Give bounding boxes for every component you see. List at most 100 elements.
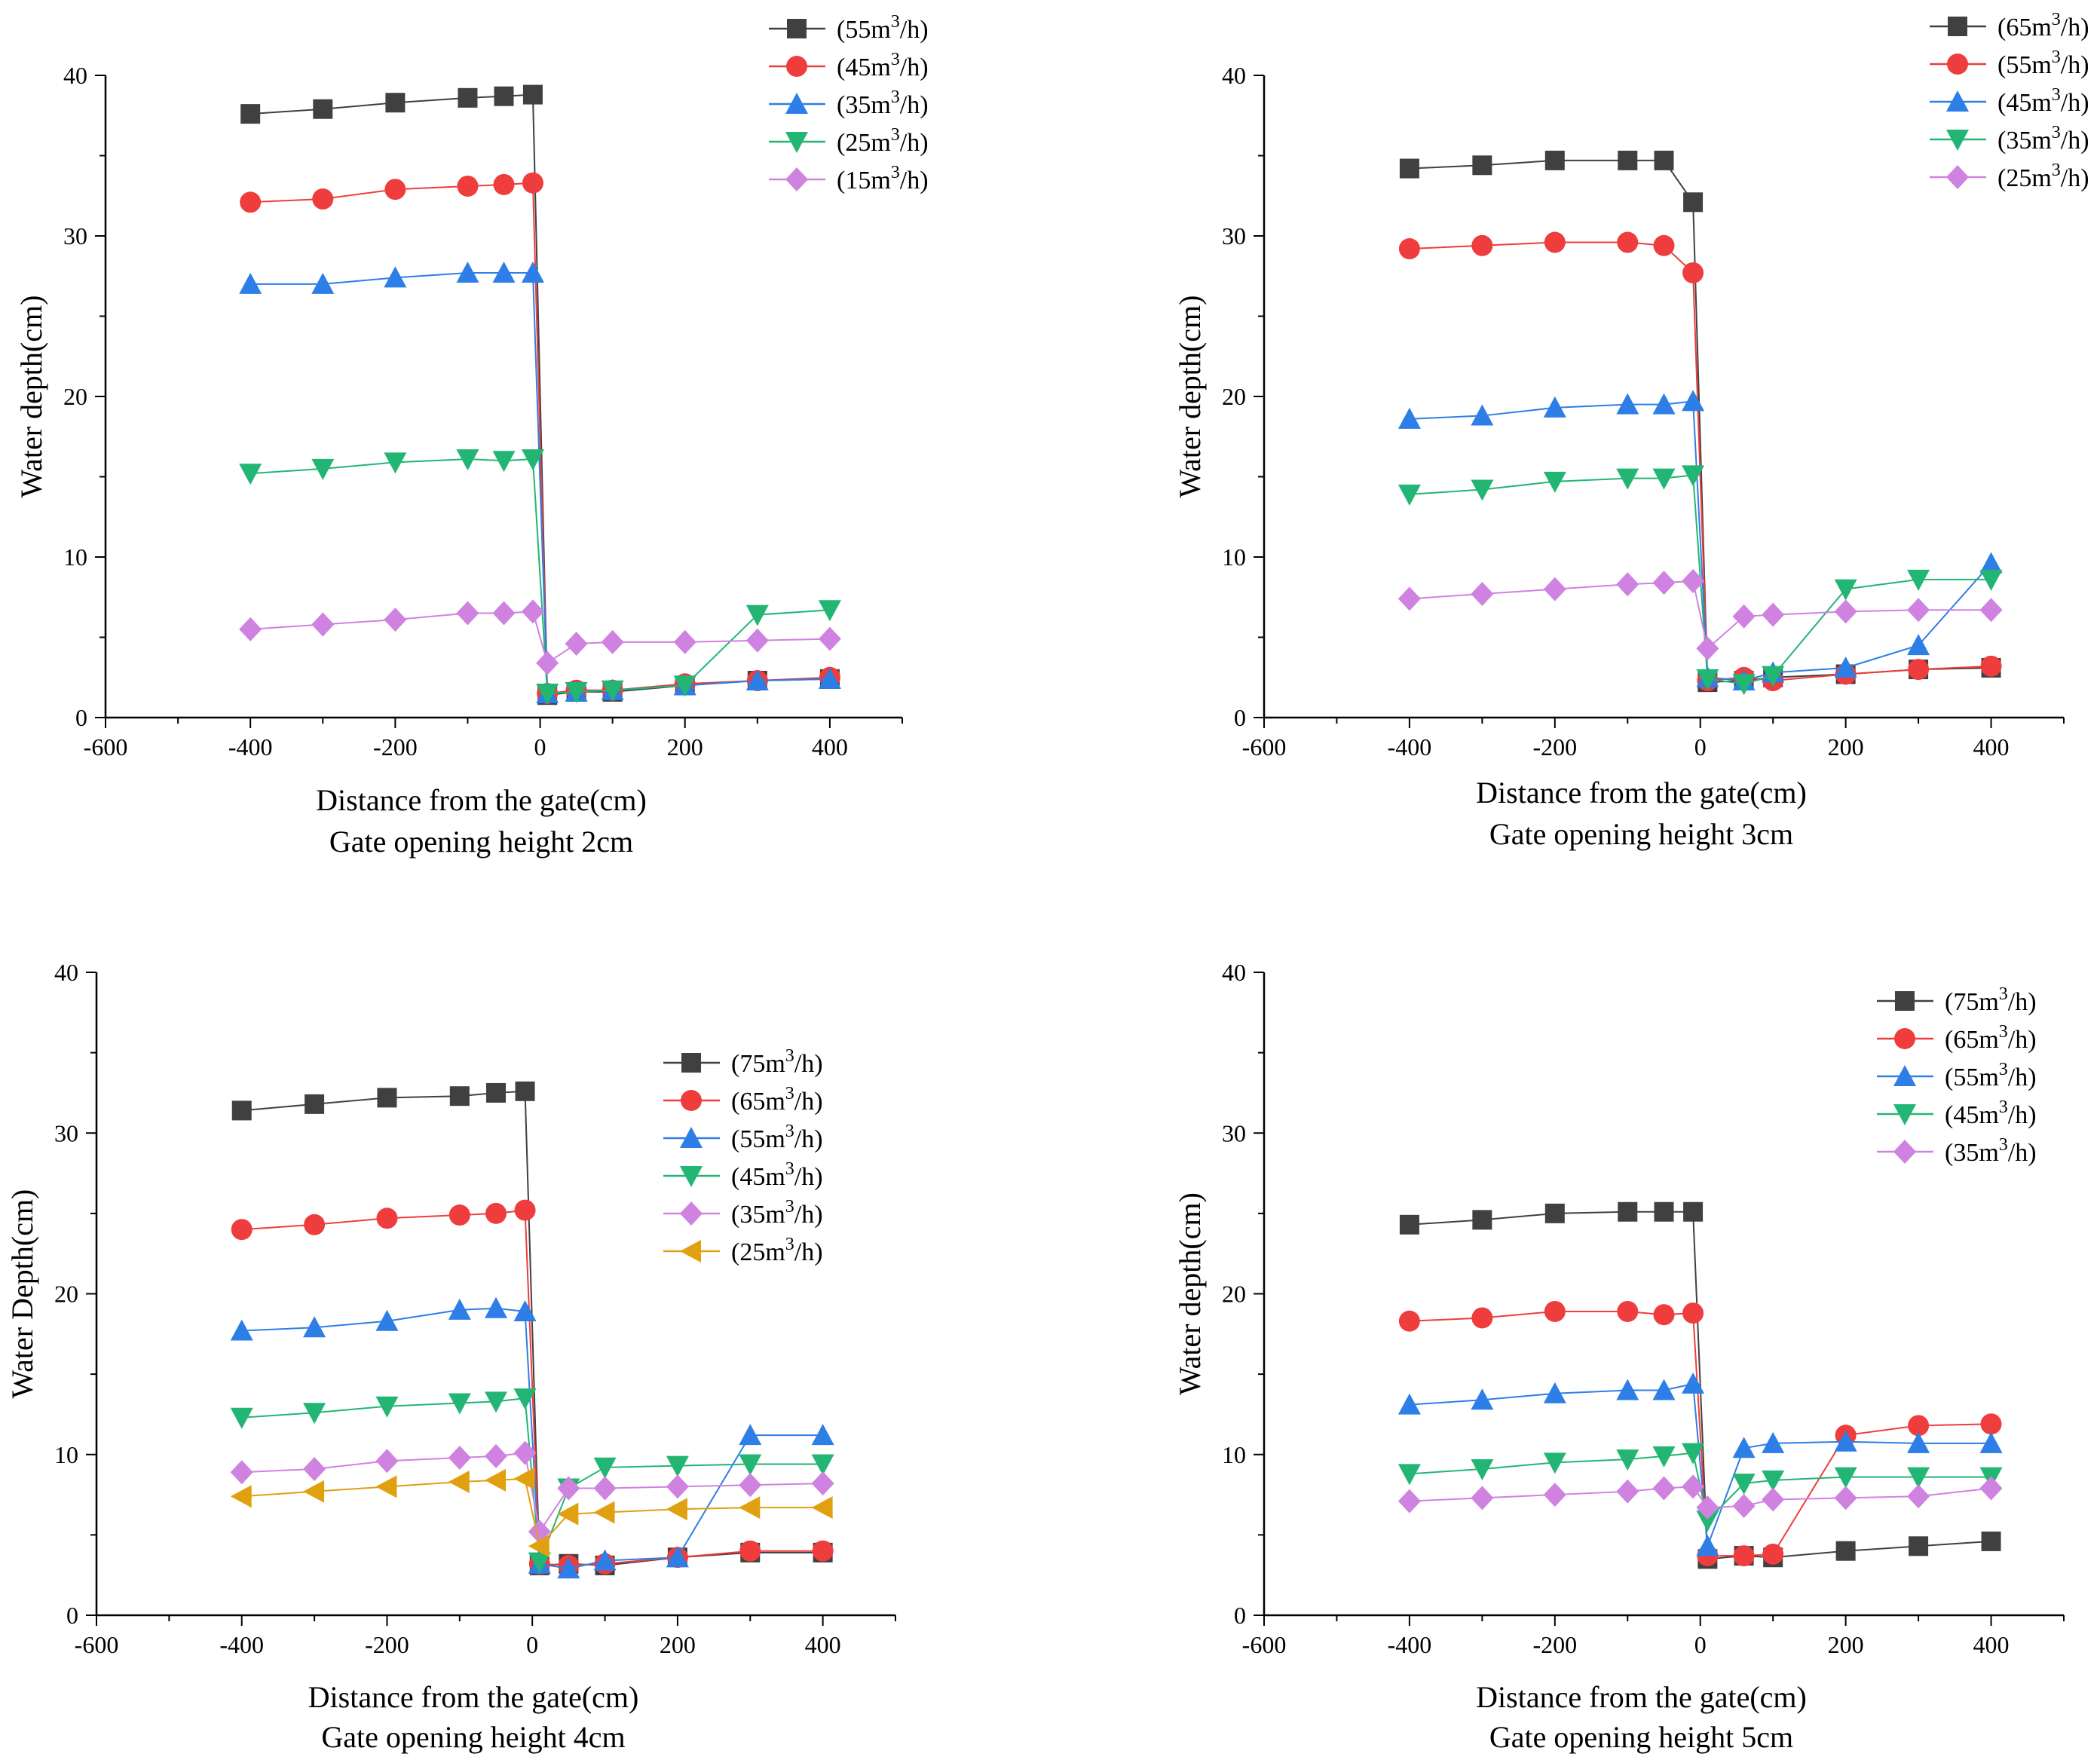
data-point — [1979, 552, 2003, 574]
legend-marker — [680, 1127, 703, 1148]
data-point — [1682, 1443, 1705, 1465]
x-tick-label: -600 — [75, 1631, 119, 1658]
data-point — [1543, 1483, 1566, 1507]
legend-marker — [785, 132, 808, 153]
data-point — [448, 1298, 471, 1320]
series-line — [250, 611, 830, 665]
series-35 — [230, 1440, 834, 1544]
data-point — [1397, 1393, 1421, 1415]
data-point — [739, 1473, 762, 1498]
data-point — [1908, 659, 1930, 681]
x-tick-label: 200 — [660, 1631, 696, 1658]
data-point — [1653, 234, 1675, 256]
data-point — [230, 1407, 253, 1429]
series-55 — [230, 1296, 834, 1579]
series-line — [1409, 159, 1991, 684]
data-point — [1472, 155, 1492, 176]
data-point — [1682, 390, 1705, 412]
y-axis-label: Water depth(cm) — [1173, 295, 1207, 498]
x-tick-label: -200 — [373, 733, 418, 761]
data-point — [239, 617, 262, 641]
series-25 — [230, 1467, 833, 1558]
data-point — [1979, 1431, 2003, 1453]
legend-marker — [680, 1201, 703, 1226]
data-point — [1909, 1536, 1929, 1556]
y-tick-label: 30 — [54, 1119, 78, 1146]
data-point — [1652, 1446, 1676, 1468]
legend-label: (35m3/h) — [731, 1197, 823, 1229]
data-point — [311, 458, 335, 480]
legend-label: (35m3/h) — [1945, 1135, 2037, 1167]
legend: (75m3/h) (65m3/h) (55m3/h) (45m3/h) (35m3/h)… — [663, 1046, 823, 1266]
data-point — [1979, 598, 2003, 623]
x-axis-label: Distance from the gate(cm) — [1476, 1680, 1807, 1714]
legend-marker — [1946, 130, 1969, 151]
y-tick-label: 20 — [54, 1281, 78, 1308]
data-point — [818, 600, 841, 622]
data-point — [1399, 1214, 1419, 1235]
y-tick-label: 10 — [54, 1441, 78, 1468]
data-point — [1834, 1467, 1857, 1489]
data-point — [528, 1552, 551, 1574]
data-point — [1683, 1201, 1704, 1222]
series-line — [1409, 241, 1991, 682]
data-point — [231, 1219, 253, 1241]
data-point — [514, 1199, 536, 1221]
data-point — [311, 272, 335, 294]
data-point — [1652, 571, 1676, 595]
y-tick-label: 30 — [1222, 222, 1246, 249]
data-point — [493, 173, 515, 195]
data-point — [1696, 1510, 1719, 1532]
data-point — [1397, 484, 1421, 506]
data-point — [313, 99, 333, 119]
y-axis-label: Water depth(cm) — [1173, 1192, 1207, 1395]
legend-label: (55m3/h) — [731, 1122, 823, 1153]
data-point — [448, 1204, 470, 1226]
data-point — [312, 188, 334, 210]
data-point — [513, 1388, 537, 1410]
data-point — [1398, 238, 1420, 260]
data-point — [557, 1476, 580, 1501]
legend-label: (55m3/h) — [1945, 1060, 2037, 1091]
data-point — [376, 1207, 398, 1229]
x-axis-label: Distance from the gate(cm) — [316, 783, 647, 817]
legend-label: (35m3/h) — [837, 87, 929, 119]
data-point — [812, 1540, 834, 1562]
data-point — [673, 629, 696, 654]
data-point — [536, 684, 559, 706]
chart-panel-2: -600 -400 -200 0 200 400 0 10 20 30 40 Water depth(… — [1173, 10, 2089, 851]
data-point — [557, 1502, 579, 1526]
data-point — [739, 1454, 762, 1476]
data-point — [458, 87, 478, 108]
data-point — [1543, 471, 1566, 493]
data-point — [1762, 1487, 1785, 1512]
x-tick-label: -200 — [1532, 1631, 1577, 1658]
data-point — [1682, 1474, 1705, 1499]
x-tick-label: 0 — [1694, 733, 1707, 761]
x-tick-label: -400 — [1388, 733, 1432, 761]
data-point — [1732, 604, 1756, 629]
data-point — [536, 650, 559, 675]
data-point — [1398, 1310, 1420, 1332]
y-tick-label: 40 — [63, 62, 87, 89]
data-point — [745, 669, 769, 691]
chart-panel-3: -600 -400 -200 0 200 400 0 10 20 30 40 Water Depth(… — [5, 959, 896, 1754]
legend-marker — [680, 1240, 701, 1263]
legend-marker — [1895, 991, 1915, 1011]
chart-title: Gate opening height 5cm — [1489, 1720, 1793, 1754]
legend-marker — [1947, 54, 1968, 75]
data-point — [521, 261, 544, 283]
data-point — [1652, 393, 1676, 415]
data-point — [384, 266, 407, 288]
legend-label: (75m3/h) — [731, 1046, 823, 1078]
legend-label: (45m3/h) — [731, 1159, 823, 1191]
chart-title: Gate opening height 2cm — [329, 825, 633, 859]
data-point — [1471, 404, 1494, 426]
data-point — [1652, 1379, 1676, 1400]
legend-marker — [1948, 17, 1967, 36]
chart-title: Gate opening height 4cm — [321, 1720, 625, 1754]
data-point — [1616, 1379, 1639, 1400]
data-point — [1682, 262, 1704, 283]
data-point — [1618, 1201, 1638, 1222]
data-point — [1907, 598, 1930, 623]
